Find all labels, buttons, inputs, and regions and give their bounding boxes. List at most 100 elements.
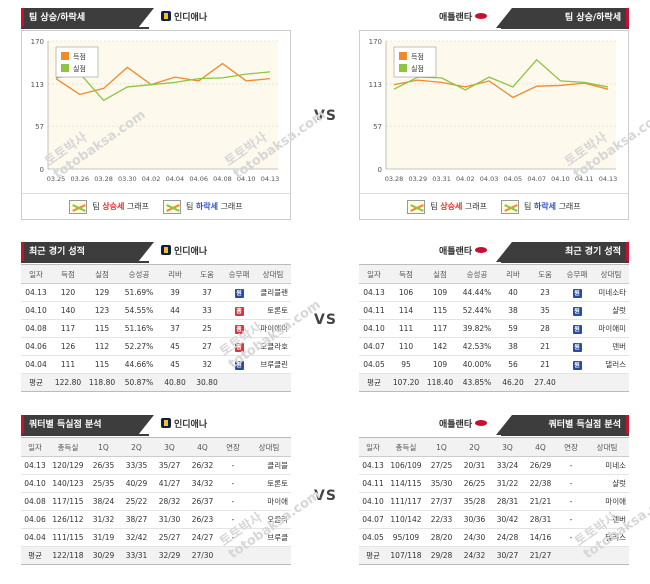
recent-right-header-label: 최근 경기 성적 [565, 247, 621, 257]
table-cell: 51.16% [119, 319, 159, 338]
column-header: 총득실 [387, 437, 425, 457]
x-tick-label: 04.05 [504, 175, 523, 183]
table-cell: 04.05 [359, 355, 389, 374]
column-header: 상대팀 [255, 264, 291, 284]
recent-left-panel: 최근 경기 성적 인디애나 일자 득점 실점 승성공 리바 도움 승무패 상대팀 04.13 12… [21, 242, 291, 392]
series-line-allowed [55, 71, 271, 102]
average-cell: 118.40 [423, 373, 457, 392]
average-cell: 21/27 [524, 546, 557, 565]
column-header: 3Q [491, 437, 524, 457]
table-cell: - [219, 528, 247, 547]
header-accent [21, 415, 24, 435]
table-row: 04.10 111/117 27/37 35/28 28/31 21/21- 마이애 [359, 492, 629, 511]
table-row: 04.11 114 115 52.44% 38 35 원 샬럿 [359, 301, 629, 320]
table-cell: - [557, 474, 585, 493]
table-cell: 123 [85, 301, 119, 320]
quarter-left-table: 일자 총득실 1Q 2Q 3Q 4Q 연장 상대팀 04.13 120/129 26/35 33/35… [21, 437, 291, 565]
quarter-right-panel: 쿼터별 득실점 분석 애틀랜타 일자 총득실 1Q 2Q 3Q 4Q 연장 상대팀 04.13 1… [359, 415, 629, 570]
table-row: 04.10 140/123 25/35 40/29 41/27 34/32- 토론토 [21, 474, 291, 493]
result-cell: 원 [223, 283, 255, 302]
table-header-row: 일자 총득실 1Q 2Q 3Q 4Q 연장 상대팀 [21, 437, 291, 457]
table-cell: 34/32 [186, 474, 219, 493]
table-cell: 129 [85, 283, 119, 302]
table-cell: 27 [191, 337, 223, 356]
table-cell: 04.07 [359, 510, 387, 529]
team-name: 애틀랜타 [439, 13, 473, 23]
table-cell: 25/22 [120, 492, 153, 511]
away-badge: 원 [572, 306, 582, 316]
header-accent [21, 8, 24, 28]
recent-left-header: 최근 경기 성적 [21, 242, 154, 262]
recent-right-table: 일자 득점 실점 승성공 리바 도움 승무패 상대팀 04.13 106 109 44.44% 40 23… [359, 264, 629, 392]
x-tick-label: 03.28 [94, 175, 113, 183]
table-cell: 115 [85, 319, 119, 338]
quarter-right-team: 애틀랜타 [439, 418, 488, 432]
table-cell: 28/31 [524, 510, 557, 529]
series-line-score [393, 79, 609, 99]
table-row: 04.04 111/115 31/19 32/42 25/27 24/27- 브루클 [21, 528, 291, 547]
header-underline [501, 261, 629, 263]
table-cell: 04.08 [21, 319, 51, 338]
home-badge: 홈 [234, 342, 244, 352]
x-tick-label: 04.13 [599, 175, 618, 183]
table-cell: 04.07 [359, 337, 389, 356]
average-cell: 27.40 [529, 373, 561, 392]
table-cell: 38/24 [87, 492, 120, 511]
column-header: 실점 [423, 264, 457, 284]
x-tick-label: 03.25 [47, 175, 66, 183]
team-name: 애틀랜타 [439, 420, 473, 430]
trend-left-panel: 팀 상승/하락세 인디애나 170 113 57 0 03.25 03.26 03.28 03… [21, 8, 291, 220]
hawks-logo-icon [475, 247, 488, 253]
table-cell: 23 [529, 283, 561, 302]
table-cell: 117/115 [49, 492, 87, 511]
column-header: 2Q [458, 437, 491, 457]
column-header: 1Q [425, 437, 458, 457]
average-cell: 46.20 [497, 373, 529, 392]
table-cell: - [557, 492, 585, 511]
average-cell: 평균 [359, 373, 389, 392]
table-row: 04.08 117 115 51.16% 37 25 홈 마이애미 [21, 319, 291, 338]
column-header: 총득실 [49, 437, 87, 457]
table-cell: 42.53% [457, 337, 497, 356]
y-tick-label: 170 [369, 38, 382, 46]
average-cell: 24/32 [458, 546, 491, 565]
table-row: 04.04 111 115 44.66% 45 32 원 브루클린 [21, 355, 291, 374]
quarter-left-team: 인디애나 [161, 418, 207, 432]
table-cell: 28/20 [425, 528, 458, 547]
table-cell: 24/30 [458, 528, 491, 547]
table-cell: 32 [191, 355, 223, 374]
quarter-right-table: 일자 총득실 1Q 2Q 3Q 4Q 연장 상대팀 04.13 106/109 27/25 20/31… [359, 437, 629, 565]
average-row: 평균 107.20 118.40 43.85% 46.20 27.40 [359, 373, 629, 392]
header-accent [626, 415, 629, 435]
table-row: 04.05 95/109 28/20 24/30 24/28 14/16- 댈러스 [359, 528, 629, 547]
table-header-row: 일자 득점 실점 승성공 리바 도움 승무패 상대팀 [359, 264, 629, 284]
table-cell: 04.11 [359, 474, 387, 493]
x-tick-label: 03.29 [408, 175, 427, 183]
average-row: 평균 107/118 29/28 24/32 30/27 21/27 [359, 546, 629, 565]
table-cell: 33 [191, 301, 223, 320]
opponent-cell: 마이애 [247, 492, 291, 511]
away-badge: 원 [572, 360, 582, 370]
table-cell: 45 [159, 355, 191, 374]
table-cell: 38 [497, 301, 529, 320]
table-cell: 26/32 [186, 456, 219, 475]
vs-label: VS [314, 312, 337, 328]
away-badge: 원 [572, 342, 582, 352]
average-cell: 122.80 [51, 373, 85, 392]
average-cell: 107/118 [387, 546, 425, 565]
column-header: 득점 [51, 264, 85, 284]
table-cell: 28/31 [491, 492, 524, 511]
average-cell [585, 546, 629, 565]
header-underline [501, 434, 629, 436]
legend-label: 실점 [411, 64, 424, 73]
legend-label: 득점 [411, 53, 424, 61]
table-row: 04.13 106 109 44.44% 40 23 원 미네소타 [359, 283, 629, 302]
x-tick-label: 03.26 [70, 175, 89, 183]
table-cell: 39 [159, 283, 191, 302]
column-header: 리바 [159, 264, 191, 284]
table-cell: 39.82% [457, 319, 497, 338]
average-cell: 29/28 [425, 546, 458, 565]
y-tick-label: 113 [369, 81, 382, 89]
average-cell: 122/118 [49, 546, 87, 565]
table-cell: 28 [529, 319, 561, 338]
